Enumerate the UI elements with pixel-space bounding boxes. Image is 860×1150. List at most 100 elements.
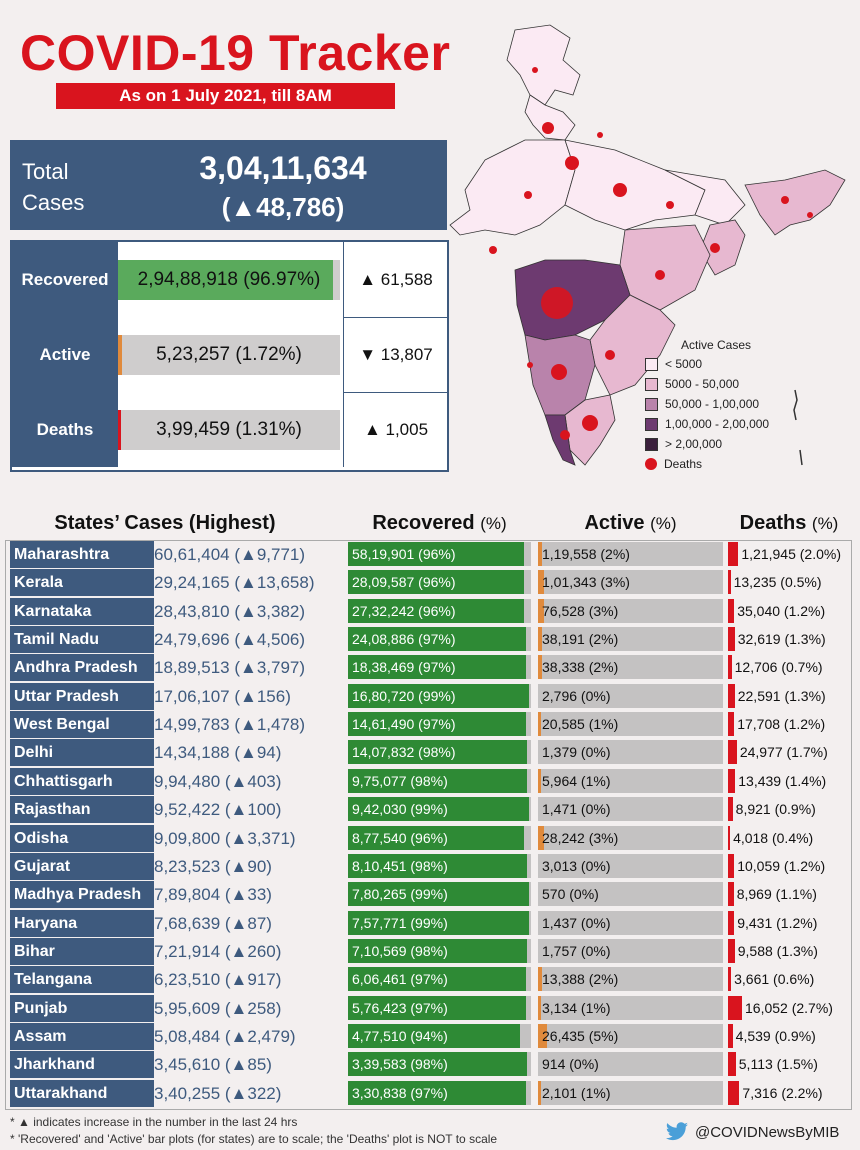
- deaths-cell: 35,040 (1.2%): [728, 598, 850, 623]
- recovered-label: 18,38,469 (97%): [352, 659, 456, 676]
- state-name: Rajasthan: [10, 796, 154, 824]
- recovered-bar-track: 7,57,771 (99%): [348, 910, 531, 935]
- deaths-label: 5,113 (1.5%): [738, 1056, 818, 1073]
- deaths-label: 10,059 (1.2%): [737, 857, 826, 874]
- deaths-label: 35,040 (1.2%): [737, 602, 826, 619]
- deaths-label: 32,619 (1.3%): [737, 631, 826, 648]
- summary-bar-fill: [118, 260, 334, 300]
- recovered-bar-track: 3,30,838 (97%): [348, 1080, 531, 1105]
- deaths-cell: 7,316 (2.2%): [728, 1080, 850, 1105]
- state-name: West Bengal: [10, 711, 154, 739]
- map-death-marker: [781, 196, 789, 204]
- active-bar: [538, 1023, 548, 1048]
- state-name: Haryana: [10, 909, 154, 937]
- map-death-marker: [527, 362, 533, 368]
- state-cases: 14,34,188 (▲94): [154, 743, 282, 763]
- map-death-marker: [551, 364, 567, 380]
- state-cases: 7,89,804 (▲33): [154, 885, 272, 905]
- recovered-bar: [348, 1023, 521, 1048]
- deaths-bar: [728, 627, 735, 652]
- map-death-marker: [613, 183, 627, 197]
- state-cases: 14,99,783 (▲1,478): [154, 715, 306, 735]
- active-label: 1,471 (0%): [542, 801, 611, 818]
- table-row: Uttar Pradesh 17,06,107 (▲156) 16,80,720 (…: [10, 682, 850, 711]
- table-frame: [5, 540, 852, 1110]
- deaths-bar: [728, 1080, 740, 1105]
- summary-label: Active: [12, 317, 118, 392]
- deaths-bar: [728, 938, 735, 963]
- deaths-cell: 9,431 (1.2%): [728, 910, 850, 935]
- table-row: Madhya Pradesh 7,89,804 (▲33) 7,80,265 (99…: [10, 881, 850, 909]
- deaths-bar: [728, 882, 734, 907]
- deaths-label: 13,439 (1.4%): [738, 772, 827, 789]
- deaths-bar: [728, 655, 732, 680]
- deaths-cell: 32,619 (1.3%): [728, 627, 850, 652]
- map-legend: Active Cases < 5000 5000 - 50,000 50,000 -…: [645, 338, 795, 474]
- deaths-cell: 17,708 (1.2%): [728, 712, 850, 737]
- table-row: Chhattisgarh 9,94,480 (▲403) 9,75,077 (98%…: [10, 767, 850, 796]
- twitter-handle[interactable]: @COVIDNewsByMIB: [665, 1122, 839, 1142]
- deaths-bar: [728, 797, 733, 822]
- table-row: Karnataka 28,43,810 (▲3,382) 27,32,242 (96…: [10, 597, 850, 626]
- state-name: Maharashtra: [10, 541, 154, 568]
- recovered-bar-track: 9,42,030 (99%): [348, 797, 531, 822]
- active-bar-track: 570 (0%): [538, 882, 723, 907]
- table-row: Rajasthan 9,52,422 (▲100) 9,42,030 (99%) 1,…: [10, 796, 850, 824]
- footnote-1: * ▲ indicates increase in the number in …: [10, 1115, 298, 1129]
- state-cases: 7,21,914 (▲260): [154, 941, 282, 961]
- active-bar-track: 76,528 (3%): [538, 598, 723, 623]
- deaths-label: 22,591 (1.3%): [737, 687, 826, 704]
- summary-label: Deaths: [12, 392, 118, 467]
- deaths-bar: [728, 967, 732, 992]
- active-label: 3,013 (0%): [542, 857, 611, 874]
- recovered-bar: [348, 712, 526, 737]
- deaths-label: 8,921 (0.9%): [735, 801, 816, 818]
- deaths-bar: [728, 570, 731, 595]
- state-cases: 3,45,610 (▲85): [154, 1055, 272, 1075]
- state-cases: 9,94,480 (▲403): [154, 771, 282, 791]
- table-row: Delhi 14,34,188 (▲94) 14,07,832 (98%) 1,379…: [10, 739, 850, 767]
- recovered-bar: [348, 542, 524, 566]
- recovered-label: 7,80,265 (99%): [352, 886, 448, 903]
- deaths-cell: 12,706 (0.7%): [728, 655, 850, 680]
- active-bar: [538, 542, 542, 566]
- deaths-bar: [728, 1052, 736, 1077]
- recovered-bar: [348, 910, 530, 935]
- recovered-bar-track: 16,80,720 (99%): [348, 683, 531, 708]
- recovered-bar-track: 18,38,469 (97%): [348, 655, 531, 680]
- handle-text: @COVIDNewsByMIB: [695, 1123, 840, 1141]
- legend-swatch: [645, 377, 658, 391]
- deaths-cell: 22,591 (1.3%): [728, 683, 850, 708]
- summary-delta: ▼ 13,807: [343, 317, 448, 392]
- page-subtitle: As on 1 July 2021, till 8AM: [56, 83, 395, 109]
- summary-row-deaths: Deaths 3,99,459 (1.31%) ▲ 1,005: [12, 392, 447, 467]
- deaths-cell: 9,588 (1.3%): [728, 938, 850, 963]
- recovered-label: 16,80,720 (99%): [352, 687, 456, 704]
- deaths-cell: 4,018 (0.4%): [728, 825, 850, 850]
- total-cases-box: Total Cases 3,04,11,634 (▲48,786): [10, 140, 447, 230]
- active-label: 5,964 (1%): [542, 772, 611, 789]
- deaths-label: 9,588 (1.3%): [737, 942, 818, 959]
- summary-value: 2,94,88,918 (96.97%): [137, 269, 321, 290]
- deaths-bar: [728, 598, 735, 623]
- active-label: 914 (0%): [542, 1056, 599, 1073]
- active-bar-track: 3,013 (0%): [538, 853, 723, 878]
- map-region-bengal: [699, 219, 746, 276]
- table-row: West Bengal 14,99,783 (▲1,478) 14,61,490 (…: [10, 711, 850, 739]
- deaths-label: 8,969 (1.1%): [736, 886, 817, 903]
- map-death-marker: [605, 350, 615, 360]
- state-name: Kerala: [10, 569, 154, 597]
- active-bar: [538, 768, 541, 793]
- state-cases: 60,61,404 (▲9,771): [154, 545, 306, 564]
- active-label: 3,134 (1%): [542, 999, 611, 1016]
- summary-bar-fill: [118, 335, 122, 375]
- recovered-bar: [348, 967, 526, 992]
- map-death-marker: [597, 132, 603, 138]
- deaths-cell: 10,059 (1.2%): [728, 853, 850, 878]
- state-cases: 7,68,639 (▲87): [154, 913, 272, 933]
- legend-swatch: [645, 397, 658, 411]
- summary-bar-track: 3,99,459 (1.31%): [118, 410, 340, 450]
- recovered-bar: [348, 655, 526, 680]
- recovered-bar: [348, 740, 528, 765]
- active-bar: [538, 1080, 541, 1105]
